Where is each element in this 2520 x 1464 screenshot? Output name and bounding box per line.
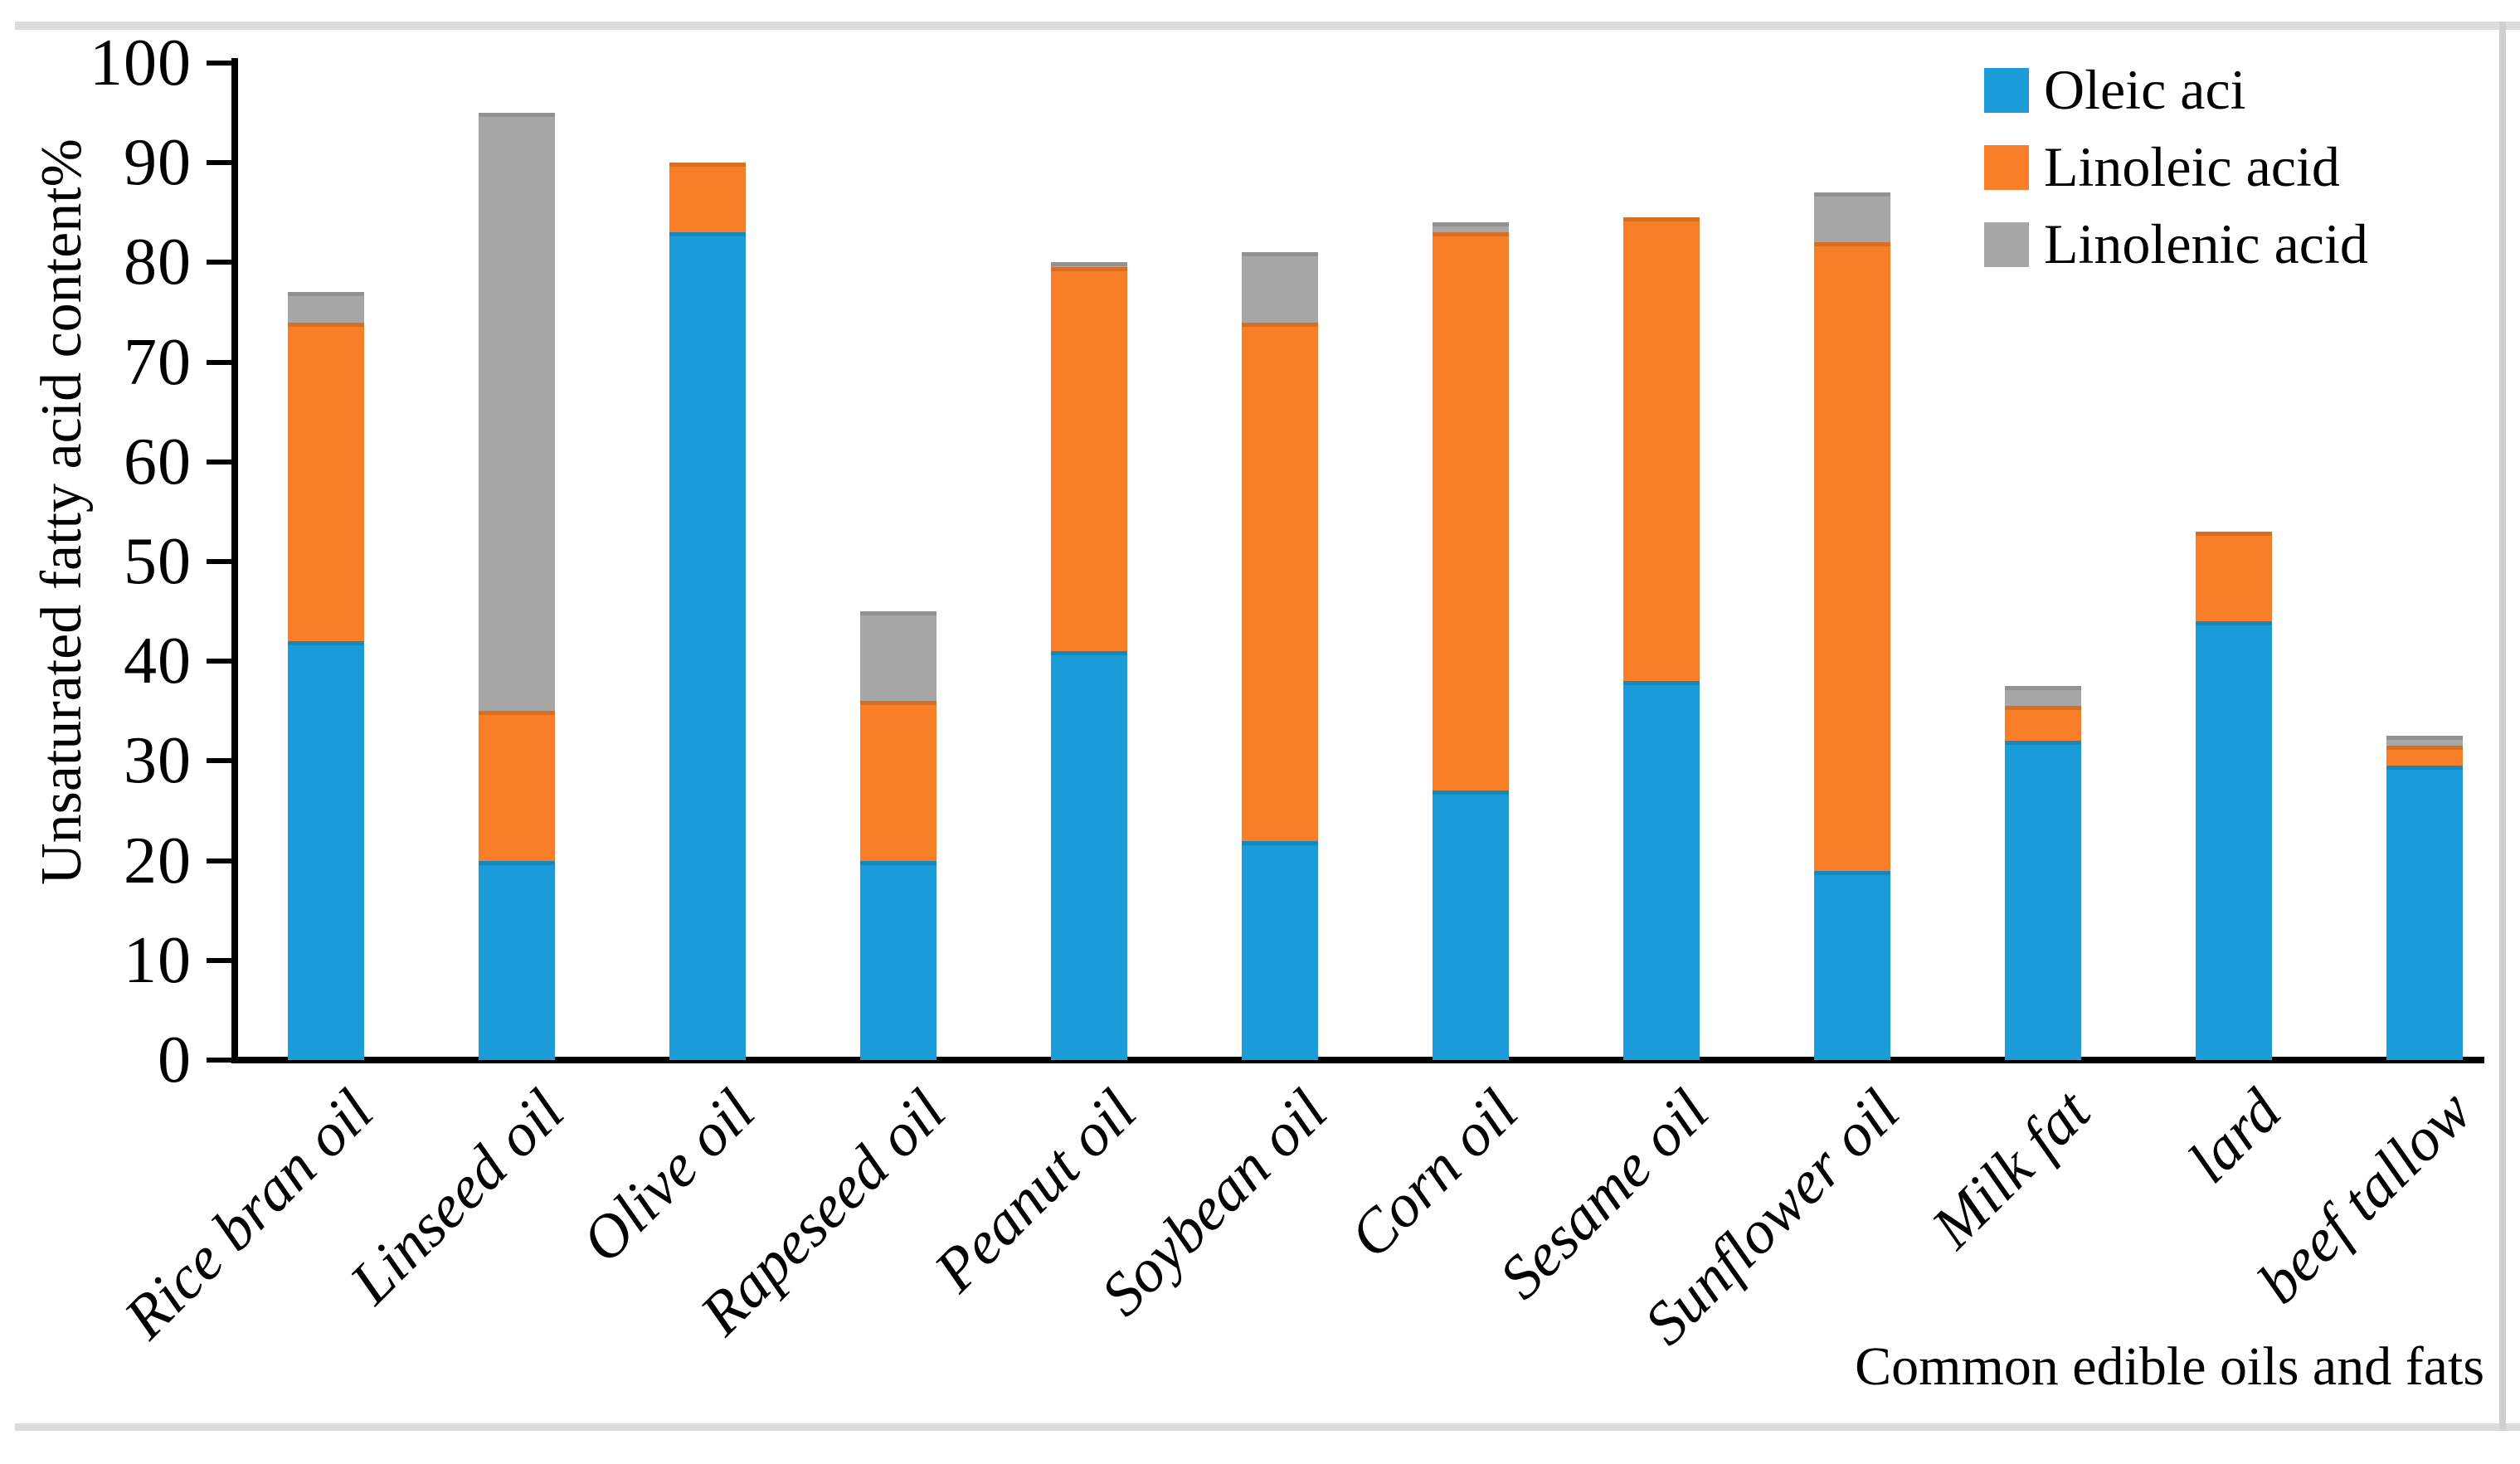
bar-segment-oleic-aci xyxy=(860,860,936,1060)
legend-label-linoleic-acid: Linoleic acid xyxy=(2044,135,2340,198)
bar-segment-linolenic-acid xyxy=(1242,252,1318,323)
bar-segment-linoleic-acid xyxy=(479,711,555,861)
bar-segment-linolenic-acid xyxy=(1051,262,1127,268)
y-tick-label: 0 xyxy=(158,1024,192,1097)
y-tick-label: 40 xyxy=(124,625,192,698)
legend-label-linolenic-acid: Linolenic acid xyxy=(2044,212,2368,275)
bar-segment-oleic-aci xyxy=(1623,681,1700,1060)
x-tick-label: Peanut oil xyxy=(922,1077,1150,1306)
y-tick-label: 90 xyxy=(124,126,192,200)
x-axis-line xyxy=(231,1057,2484,1063)
x-tick-label: Rice bran oil xyxy=(111,1077,387,1352)
bar-segment-linolenic-acid xyxy=(2386,736,2463,747)
y-tick-mark xyxy=(207,858,236,863)
y-tick-label: 30 xyxy=(124,724,192,798)
bar-segment-oleic-aci xyxy=(1242,840,1318,1060)
bar-segment-oleic-aci xyxy=(479,860,555,1060)
bar-segment-linoleic-acid xyxy=(2386,746,2463,766)
y-tick-mark xyxy=(207,459,236,464)
y-tick-label: 60 xyxy=(124,425,192,499)
y-tick-mark xyxy=(207,559,236,564)
y-tick-mark xyxy=(207,160,236,166)
bar-segment-oleic-aci xyxy=(2196,621,2272,1060)
page-rule-bottom xyxy=(15,1423,2520,1431)
x-axis-title: Common edible oils and fats xyxy=(1855,1336,2484,1397)
legend-swatch-oleic-aci xyxy=(1984,68,2029,113)
bar-segment-linoleic-acid xyxy=(1814,242,1890,871)
bar-segment-linoleic-acid xyxy=(288,322,364,642)
bar-segment-linoleic-acid xyxy=(1623,217,1700,682)
bar-segment-oleic-aci xyxy=(2005,741,2081,1060)
bar-segment-linoleic-acid xyxy=(860,701,936,861)
y-tick-label: 100 xyxy=(90,27,192,100)
y-tick-label: 70 xyxy=(124,325,192,399)
bar-segment-linolenic-acid xyxy=(1814,192,1890,243)
bar-segment-linolenic-acid xyxy=(1433,222,1509,233)
x-tick-label: Rapeseed oil xyxy=(687,1077,959,1349)
bar-segment-linoleic-acid xyxy=(2005,706,2081,742)
bar-segment-linoleic-acid xyxy=(1242,322,1318,841)
bar-segment-linolenic-acid xyxy=(2005,686,2081,707)
bar-segment-oleic-aci xyxy=(1051,651,1127,1060)
y-tick-label: 10 xyxy=(124,923,192,997)
bar-segment-linoleic-acid xyxy=(1051,267,1127,652)
x-tick-label: Soybean oil xyxy=(1087,1077,1340,1330)
bar-segment-linolenic-acid xyxy=(288,292,364,323)
y-tick-mark xyxy=(207,659,236,664)
x-tick-label: Corn oil xyxy=(1336,1077,1531,1272)
legend-swatch-linoleic-acid xyxy=(1984,145,2029,190)
bar-segment-oleic-aci xyxy=(1814,870,1890,1060)
bar-segment-linoleic-acid xyxy=(669,163,746,233)
x-tick-label: Olive oil xyxy=(568,1077,768,1277)
y-tick-mark xyxy=(207,260,236,265)
x-tick-label: Linseed oil xyxy=(337,1077,577,1317)
page-rule-top xyxy=(15,22,2520,30)
bar-segment-oleic-aci xyxy=(288,641,364,1060)
y-tick-mark xyxy=(207,957,236,963)
y-tick-label: 80 xyxy=(124,226,192,299)
y-tick-mark xyxy=(207,1058,236,1063)
bar-segment-linolenic-acid xyxy=(479,113,555,712)
bar-segment-linoleic-acid xyxy=(2196,531,2272,622)
bar-segment-linolenic-acid xyxy=(860,611,936,702)
y-tick-label: 20 xyxy=(124,824,192,897)
bar-segment-oleic-aci xyxy=(2386,766,2463,1060)
page-rule-right xyxy=(2499,22,2506,1431)
y-tick-label: 50 xyxy=(124,525,192,598)
bar-segment-linoleic-acid xyxy=(1433,232,1509,791)
legend-swatch-linolenic-acid xyxy=(1984,222,2029,267)
bar-segment-oleic-aci xyxy=(669,232,746,1060)
legend-label-oleic-aci: Oleic aci xyxy=(2044,58,2246,121)
bar-segment-oleic-aci xyxy=(1433,790,1509,1060)
y-tick-mark xyxy=(207,758,236,764)
y-tick-mark xyxy=(207,359,236,365)
y-tick-mark xyxy=(207,61,236,66)
